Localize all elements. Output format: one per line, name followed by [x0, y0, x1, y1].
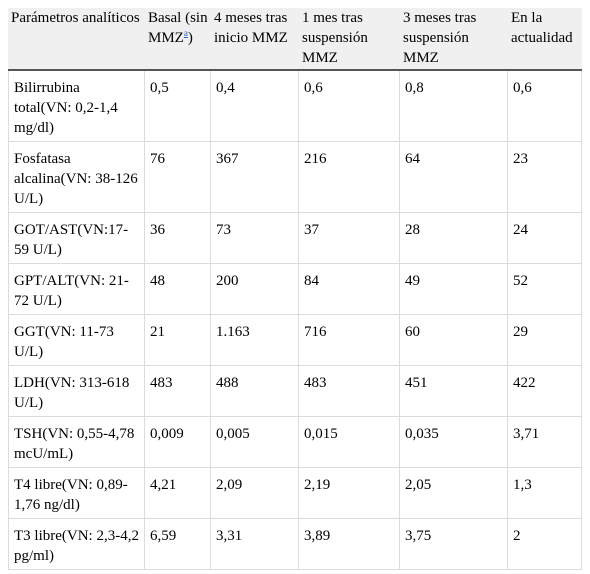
- header-basal-text: Basal (sin MMZ: [148, 10, 208, 46]
- cell-1-mes-susp: 216: [299, 142, 400, 213]
- cell-4-meses: 73: [211, 213, 299, 264]
- cell-actualidad: 422: [508, 366, 582, 417]
- table-row: GGT(VN: 11-73 U/L) 21 1.163 716 60 29: [8, 315, 582, 366]
- header-basal-suffix: ): [187, 30, 193, 46]
- cell-basal: 21: [145, 315, 211, 366]
- cell-4-meses: 0,4: [211, 71, 299, 142]
- cell-parametro: Fosfatasa alcalina(VN: 38-126 U/L): [8, 142, 145, 213]
- cell-4-meses: 367: [211, 142, 299, 213]
- cell-3-meses-susp: 451: [400, 366, 508, 417]
- cell-basal: 4,21: [145, 468, 211, 519]
- table-row: GPT/ALT(VN: 21-72 U/L) 48 200 84 49 52: [8, 264, 582, 315]
- cell-1-mes-susp: 2,19: [299, 468, 400, 519]
- table-header: Parámetros analíticos Basal (sin MMZa) 4…: [8, 8, 582, 71]
- cell-parametro: GOT/AST(VN:17-59 U/L): [8, 213, 145, 264]
- cell-parametro: Bilirrubina total(VN: 0,2-1,4 mg/dl): [8, 71, 145, 142]
- cell-parametro: LDH(VN: 313-618 U/L): [8, 366, 145, 417]
- cell-3-meses-susp: 0,035: [400, 417, 508, 468]
- cell-basal: 76: [145, 142, 211, 213]
- cell-actualidad: 0,6: [508, 71, 582, 142]
- table-row: Bilirrubina total(VN: 0,2-1,4 mg/dl) 0,5…: [8, 71, 582, 142]
- header-3-meses-suspension: 3 meses tras suspensión MMZ: [400, 8, 508, 71]
- header-basal: Basal (sin MMZa): [145, 8, 211, 71]
- table-row: TSH(VN: 0,55-4,78 mcU/mL) 0,009 0,005 0,…: [8, 417, 582, 468]
- cell-1-mes-susp: 37: [299, 213, 400, 264]
- table-row: T4 libre(VN: 0,89-1,76 ng/dl) 4,21 2,09 …: [8, 468, 582, 519]
- cell-4-meses: 200: [211, 264, 299, 315]
- cell-1-mes-susp: 0,6: [299, 71, 400, 142]
- cell-parametro: GPT/ALT(VN: 21-72 U/L): [8, 264, 145, 315]
- cell-3-meses-susp: 0,8: [400, 71, 508, 142]
- cell-basal: 483: [145, 366, 211, 417]
- cell-4-meses: 0,005: [211, 417, 299, 468]
- cell-basal: 6,59: [145, 519, 211, 570]
- cell-4-meses: 1.163: [211, 315, 299, 366]
- cell-3-meses-susp: 28: [400, 213, 508, 264]
- cell-basal: 0,009: [145, 417, 211, 468]
- cell-3-meses-susp: 3,75: [400, 519, 508, 570]
- cell-1-mes-susp: 716: [299, 315, 400, 366]
- lab-results-table: Parámetros analíticos Basal (sin MMZa) 4…: [8, 8, 582, 570]
- cell-1-mes-susp: 0,015: [299, 417, 400, 468]
- cell-basal: 0,5: [145, 71, 211, 142]
- cell-parametro: GGT(VN: 11-73 U/L): [8, 315, 145, 366]
- footnote-marker: a: [184, 28, 188, 38]
- cell-actualidad: 23: [508, 142, 582, 213]
- cell-parametro: T4 libre(VN: 0,89-1,76 ng/dl): [8, 468, 145, 519]
- footnote-link[interactable]: a: [183, 28, 188, 38]
- table-row: Fosfatasa alcalina(VN: 38-126 U/L) 76 36…: [8, 142, 582, 213]
- cell-3-meses-susp: 49: [400, 264, 508, 315]
- cell-basal: 36: [145, 213, 211, 264]
- header-4-meses-inicio: 4 meses tras inicio MMZ: [211, 8, 299, 71]
- cell-1-mes-susp: 3,89: [299, 519, 400, 570]
- cell-actualidad: 2: [508, 519, 582, 570]
- cell-1-mes-susp: 483: [299, 366, 400, 417]
- cell-3-meses-susp: 64: [400, 142, 508, 213]
- cell-3-meses-susp: 60: [400, 315, 508, 366]
- cell-3-meses-susp: 2,05: [400, 468, 508, 519]
- header-row: Parámetros analíticos Basal (sin MMZa) 4…: [8, 8, 582, 71]
- cell-1-mes-susp: 84: [299, 264, 400, 315]
- table-body: Bilirrubina total(VN: 0,2-1,4 mg/dl) 0,5…: [8, 71, 582, 570]
- cell-4-meses: 3,31: [211, 519, 299, 570]
- cell-actualidad: 1,3: [508, 468, 582, 519]
- cell-parametro: T3 libre(VN: 2,3-4,2 pg/ml): [8, 519, 145, 570]
- header-actualidad: En la actualidad: [508, 8, 582, 71]
- cell-parametro: TSH(VN: 0,55-4,78 mcU/mL): [8, 417, 145, 468]
- cell-4-meses: 488: [211, 366, 299, 417]
- cell-basal: 48: [145, 264, 211, 315]
- table-row: LDH(VN: 313-618 U/L) 483 488 483 451 422: [8, 366, 582, 417]
- cell-actualidad: 52: [508, 264, 582, 315]
- cell-actualidad: 3,71: [508, 417, 582, 468]
- cell-actualidad: 29: [508, 315, 582, 366]
- header-parametros: Parámetros analíticos: [8, 8, 145, 71]
- header-1-mes-suspension: 1 mes tras suspensión MMZ: [299, 8, 400, 71]
- cell-actualidad: 24: [508, 213, 582, 264]
- table-row: T3 libre(VN: 2,3-4,2 pg/ml) 6,59 3,31 3,…: [8, 519, 582, 570]
- cell-4-meses: 2,09: [211, 468, 299, 519]
- table-row: GOT/AST(VN:17-59 U/L) 36 73 37 28 24: [8, 213, 582, 264]
